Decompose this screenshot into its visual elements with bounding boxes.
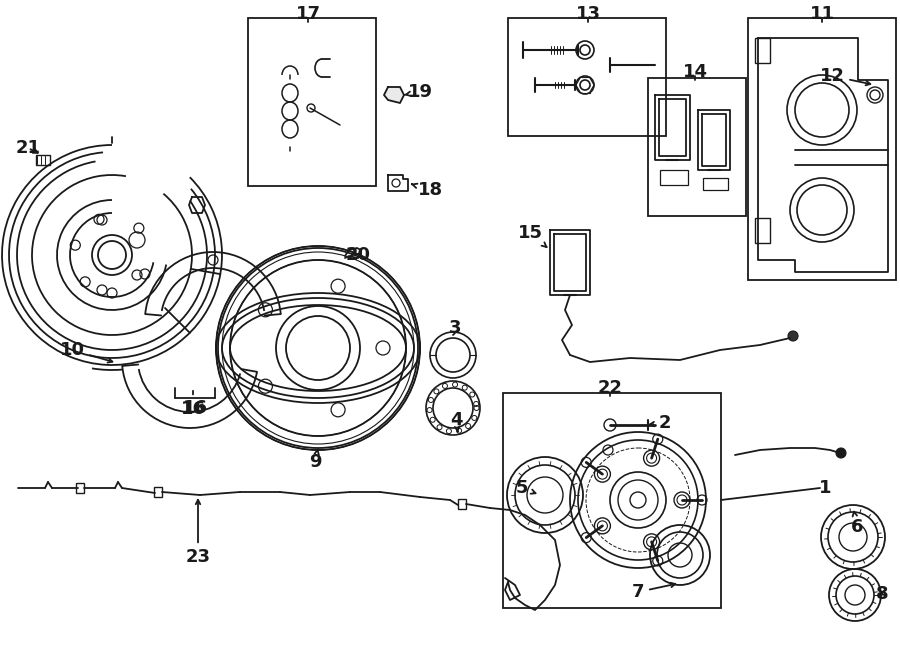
Bar (755, 38, 770, 63)
Bar (36, 155, 50, 165)
Text: 18: 18 (412, 181, 443, 199)
Text: 23: 23 (185, 500, 211, 566)
Bar (748, 18, 896, 280)
Bar (755, 218, 770, 243)
Text: 13: 13 (575, 5, 600, 23)
Text: 17: 17 (295, 5, 320, 23)
Bar (660, 170, 688, 185)
Text: 16: 16 (181, 391, 205, 418)
Text: 21: 21 (15, 139, 40, 157)
Text: 11: 11 (809, 5, 834, 23)
Text: 6: 6 (850, 512, 863, 536)
Bar (648, 78, 746, 216)
Text: 14: 14 (682, 63, 707, 81)
Bar (508, 18, 666, 136)
Text: 5: 5 (516, 479, 536, 497)
Bar (703, 178, 728, 190)
Circle shape (788, 331, 798, 341)
Text: 2: 2 (650, 414, 671, 432)
Text: 19: 19 (405, 83, 433, 101)
Text: 4: 4 (450, 411, 463, 432)
Text: 7: 7 (632, 583, 675, 601)
Text: 16: 16 (183, 399, 208, 417)
Bar (503, 393, 721, 608)
Text: 22: 22 (598, 379, 623, 397)
Text: 10: 10 (59, 341, 112, 363)
Text: 12: 12 (820, 67, 870, 85)
Bar (248, 18, 376, 186)
Polygon shape (384, 87, 404, 103)
Bar (76, 483, 84, 493)
Text: 3: 3 (449, 319, 461, 337)
Bar (458, 499, 466, 509)
Text: 9: 9 (309, 449, 321, 471)
Text: 20: 20 (346, 246, 371, 264)
Text: 15: 15 (518, 224, 546, 247)
Text: 8: 8 (876, 585, 888, 603)
Text: 1: 1 (819, 479, 832, 497)
Bar (154, 487, 162, 497)
Circle shape (836, 448, 846, 458)
